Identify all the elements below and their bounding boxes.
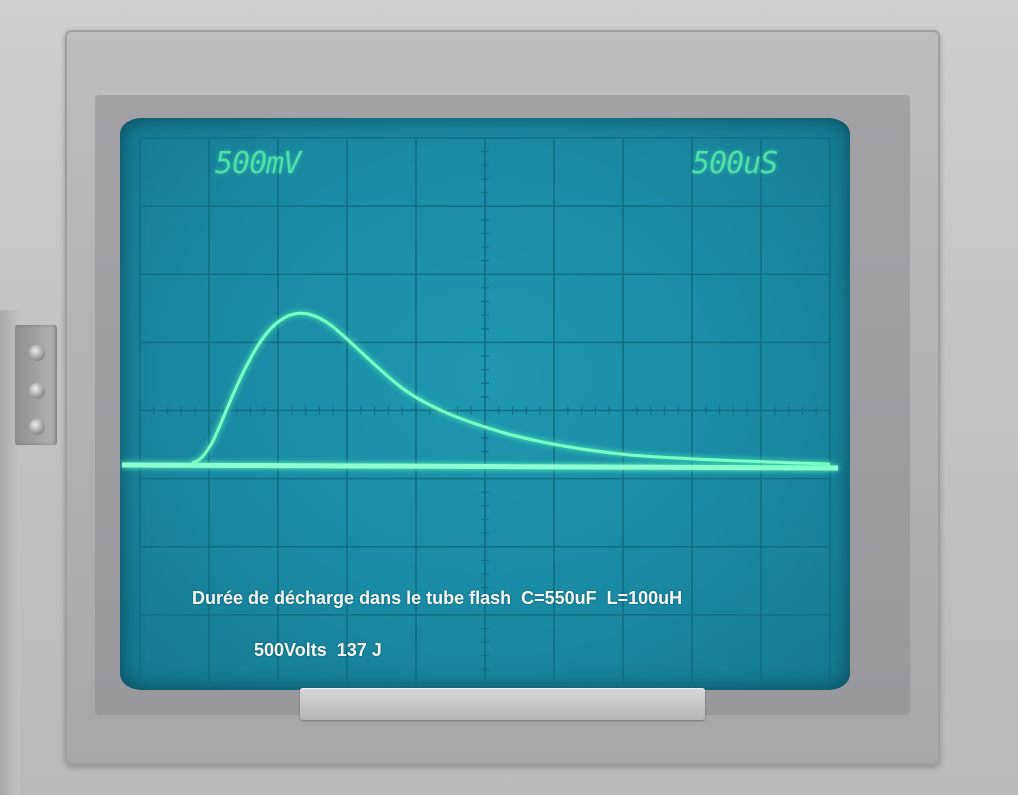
graticule (121, 137, 839, 684)
time-per-div-readout: 500uS (692, 146, 778, 181)
caption-line-2: 500Volts 137 J (254, 640, 382, 660)
baseline-trace (121, 462, 839, 471)
screw-icon (29, 345, 45, 361)
crt-screen: 500mV 500uS Durée de décharge dans le tu… (120, 118, 850, 690)
screen-handle (300, 688, 705, 720)
screw-icon (29, 419, 45, 435)
volts-per-div-readout: 500mV (215, 146, 301, 181)
discharge-pulse-trace (191, 311, 831, 466)
screw-icon (29, 383, 45, 399)
caption-line-1: Durée de décharge dans le tube flash C=5… (192, 588, 683, 608)
